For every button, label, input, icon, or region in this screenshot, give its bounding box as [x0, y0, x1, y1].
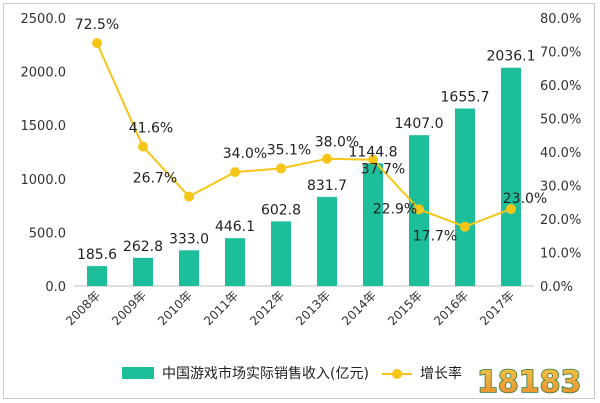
bar [271, 221, 291, 286]
growth-point [368, 154, 378, 165]
y-left-tick-label: 2000.0 [21, 66, 67, 81]
x-tick-label: 2012年 [247, 288, 287, 328]
growth-value-label: 38.0% [315, 135, 359, 151]
growth-point [322, 153, 332, 164]
bar-value-label: 602.8 [261, 202, 301, 218]
x-tick-label: 2008年 [63, 288, 103, 328]
chart-frame: 0.0 500.0 1000.0 1500.0 2000.0 2500.0 0.0% 10.0… [3, 3, 595, 399]
watermark-logo: 18183 [476, 364, 582, 398]
x-tick-label: 2010年 [155, 288, 195, 328]
growth-value-label: 34.0% [223, 146, 267, 162]
y-left-tick-label: 500.0 [29, 226, 66, 241]
growth-point [92, 38, 102, 49]
bar [363, 163, 383, 286]
growth-line [96, 42, 512, 228]
growth-point [276, 163, 286, 174]
x-tick-label: 2014年 [339, 288, 379, 328]
growth-point [184, 191, 194, 202]
bar [87, 266, 107, 286]
growth-point [414, 204, 424, 215]
legend-bar-swatch [122, 367, 154, 379]
growth-point [138, 141, 148, 152]
bar [225, 238, 245, 286]
y-left-tick-label: 0.0 [45, 280, 66, 295]
bar-value-label: 1655.7 [441, 90, 490, 106]
x-tick-label: 2009年 [109, 288, 149, 328]
y-left-tick-label: 1000.0 [21, 173, 67, 188]
legend-line-marker [392, 369, 402, 379]
bar-value-label: 262.8 [123, 239, 163, 255]
x-tick-label: 2015年 [385, 288, 425, 328]
x-tick-label: 2013年 [293, 288, 333, 328]
y-right-tick-label: 80.0% [540, 12, 581, 27]
bar [179, 250, 199, 286]
bar [133, 257, 153, 286]
x-tick-label: 2011年 [201, 288, 241, 328]
chart-svg: 0.0 500.0 1000.0 1500.0 2000.0 2500.0 0.0% 10.0… [21, 12, 582, 382]
y-right-tick-label: 30.0% [540, 180, 581, 195]
bar [501, 67, 521, 287]
y-right-tick-label: 50.0% [540, 113, 581, 128]
growth-point [506, 203, 516, 214]
growth-value-label: 26.7% [133, 171, 177, 187]
growth-value-label: 35.1% [267, 142, 311, 158]
y-left-tick-label: 2500.0 [21, 12, 67, 27]
growth-value-label: 37.7% [361, 162, 405, 178]
growth-point [230, 167, 240, 178]
x-tick-label: 2016年 [431, 288, 471, 328]
y-right-tick-label: 10.0% [540, 247, 581, 262]
bar [455, 108, 475, 286]
x-tick-label: 2017年 [477, 288, 517, 328]
bar-value-label: 1144.8 [349, 144, 398, 160]
bar-value-label: 2036.1 [487, 49, 536, 65]
bar-value-label: 831.7 [307, 178, 347, 194]
y-right-tick-label: 60.0% [540, 79, 581, 94]
growth-point [460, 221, 470, 232]
y-right-tick-label: 20.0% [540, 213, 581, 228]
legend-line-label: 增长率 [420, 365, 462, 382]
y-right-tick-label: 0.0% [540, 280, 573, 295]
y-right-tick-label: 70.0% [540, 46, 581, 61]
bar-value-label: 185.6 [77, 247, 117, 263]
y-right-tick-label: 40.0% [540, 146, 581, 161]
growth-value-label: 41.6% [129, 121, 173, 137]
growth-value-label: 72.5% [75, 17, 119, 33]
legend-bar-label: 中国游戏市场实际销售收入(亿元) [162, 365, 369, 382]
growth-value-label: 22.9% [373, 201, 417, 217]
bar [317, 196, 337, 286]
y-left-tick-label: 1500.0 [21, 119, 67, 134]
bar-value-label: 333.0 [169, 231, 209, 247]
growth-value-label: 23.0% [503, 191, 547, 207]
bar-value-label: 446.1 [215, 219, 255, 235]
watermark-text: 18183 [477, 365, 581, 398]
growth-value-label: 17.7% [413, 229, 457, 245]
bar-value-label: 1407.0 [395, 116, 444, 132]
